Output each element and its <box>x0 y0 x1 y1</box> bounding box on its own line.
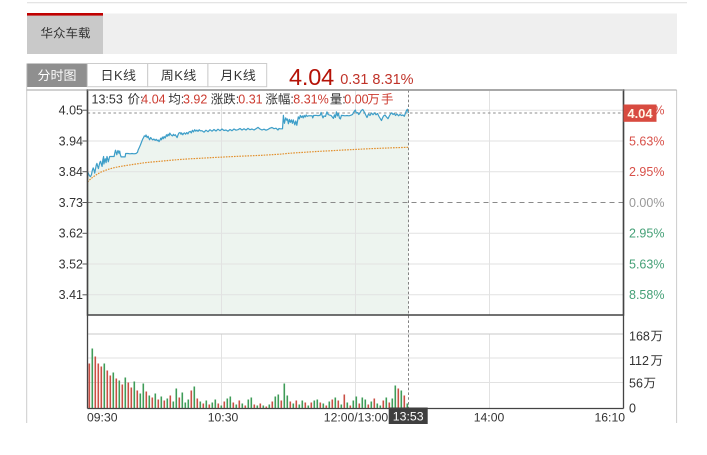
svg-text:16:10: 16:10 <box>595 411 626 425</box>
svg-text:3.52: 3.52 <box>59 257 83 271</box>
svg-text:4.05: 4.05 <box>59 104 83 118</box>
svg-text:10:30: 10:30 <box>208 411 239 425</box>
svg-text::: : <box>236 93 239 107</box>
svg-text:8.31%: 8.31% <box>293 93 328 107</box>
svg-text:0.00%: 0.00% <box>629 196 664 210</box>
svg-text:13:53: 13:53 <box>393 410 424 424</box>
svg-text:K: K <box>114 68 123 83</box>
svg-text:4.04: 4.04 <box>289 64 334 90</box>
svg-text:3.41: 3.41 <box>59 288 83 302</box>
svg-text:3.73: 3.73 <box>59 196 83 210</box>
svg-text:13:53: 13:53 <box>92 93 123 107</box>
svg-text:3.62: 3.62 <box>59 227 83 241</box>
svg-text::: : <box>181 93 184 107</box>
svg-text:3.94: 3.94 <box>59 134 83 148</box>
svg-text:2.95%: 2.95% <box>629 227 664 241</box>
svg-text:09:30: 09:30 <box>87 411 118 425</box>
svg-text:K: K <box>174 68 183 83</box>
svg-text:5.63%: 5.63% <box>629 134 664 148</box>
svg-text::: : <box>290 93 293 107</box>
svg-text:5.63%: 5.63% <box>629 257 664 271</box>
svg-text:3.92: 3.92 <box>183 93 207 107</box>
svg-text::: : <box>140 93 143 107</box>
svg-text:4.04: 4.04 <box>627 106 653 121</box>
svg-text:K: K <box>234 68 243 83</box>
svg-text:2.95%: 2.95% <box>629 165 664 179</box>
svg-text::: : <box>342 93 345 107</box>
svg-text:8.58%: 8.58% <box>629 288 664 302</box>
svg-text:168: 168 <box>629 329 650 343</box>
svg-text:112: 112 <box>629 354 649 368</box>
svg-text:14:00: 14:00 <box>474 411 505 425</box>
svg-text:0.31 8.31%: 0.31 8.31% <box>340 72 413 88</box>
svg-text:56: 56 <box>629 376 643 390</box>
svg-text:0.31: 0.31 <box>238 93 262 107</box>
svg-text:3.84: 3.84 <box>59 165 83 179</box>
svg-text:0.00: 0.00 <box>344 93 368 107</box>
svg-text:0: 0 <box>629 402 636 416</box>
svg-text:12:00/13:00: 12:00/13:00 <box>324 411 389 425</box>
svg-text:4.04: 4.04 <box>141 93 165 107</box>
